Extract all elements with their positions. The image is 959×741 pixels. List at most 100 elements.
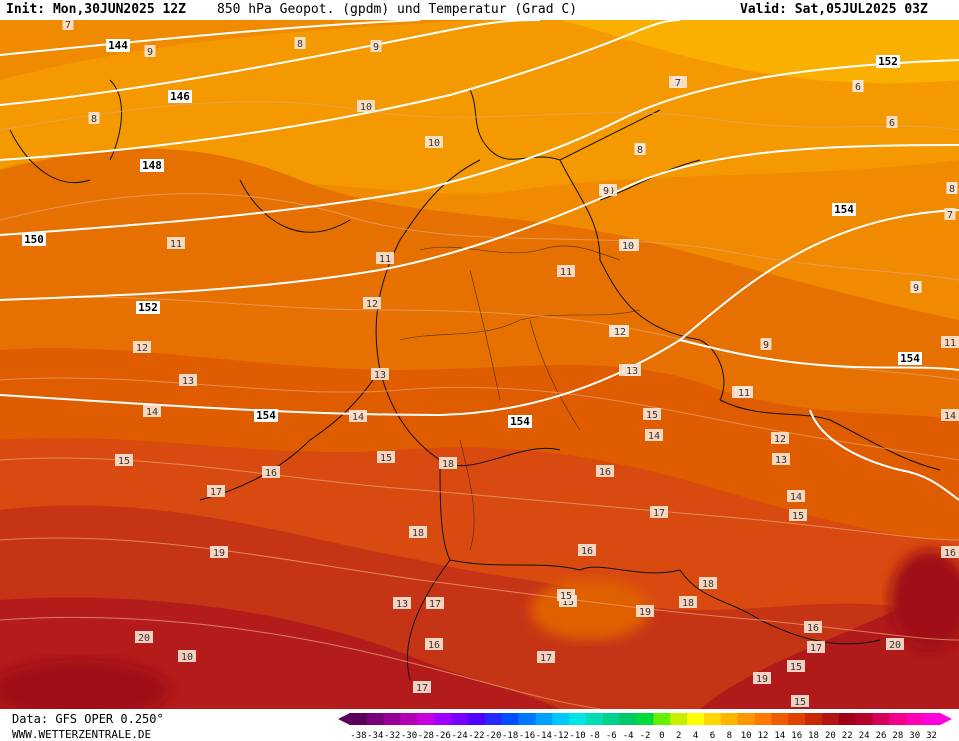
temp-label: 10 [178, 650, 196, 663]
svg-text:11: 11 [738, 388, 750, 399]
colorbar-arrow-right [940, 713, 952, 725]
svg-text:8: 8 [949, 184, 955, 195]
geo-label: 154 [254, 409, 278, 422]
valid-time: Valid: Sat,05JUL2025 03Z [740, 2, 928, 17]
temp-label: 17 [537, 651, 555, 664]
svg-text:6: 6 [889, 118, 895, 129]
svg-text:14: 14 [944, 411, 956, 422]
geo-label: 148 [140, 159, 164, 172]
colorbar-swatch [434, 713, 452, 725]
svg-text:154: 154 [256, 409, 276, 422]
svg-text:144: 144 [108, 39, 128, 52]
colorbar-swatch [889, 713, 907, 725]
colorbar-swatch [670, 713, 688, 725]
svg-text:15: 15 [646, 410, 658, 421]
weather-map: 144 146 148 150 152 154 152 154 154 154 … [0, 20, 959, 709]
colorbar-tick-label: 26 [876, 731, 887, 741]
svg-text:15: 15 [562, 597, 574, 608]
colorbar-swatch [518, 713, 536, 725]
temp-label: 7 [944, 208, 956, 221]
svg-text:16: 16 [944, 548, 956, 559]
colorbar-swatch [906, 713, 924, 725]
colorbar-swatch [451, 713, 469, 725]
colorbar-tick-label: -16 [519, 731, 535, 741]
colorbar-swatch [552, 713, 570, 725]
colorbar-tick-label: -38 [350, 731, 366, 741]
temp-label: 6 [852, 80, 864, 93]
colorbar-tick-label: -34 [367, 731, 383, 741]
svg-text:16: 16 [265, 468, 277, 479]
colorbar-swatch [822, 713, 840, 725]
region-borders [399, 245, 641, 551]
svg-text:9: 9 [763, 340, 769, 351]
colorbar-swatch [417, 713, 435, 725]
map-title: 850 hPa Geopot. (gpdm) und Temperatur (G… [217, 2, 578, 17]
temp-label: 14 [941, 409, 959, 422]
svg-text:152: 152 [138, 301, 158, 314]
colorbar-tick-label: -20 [485, 731, 501, 741]
colorbar-tick-label: 6 [710, 731, 715, 741]
temp-label: 12 [771, 432, 789, 445]
svg-text:17: 17 [210, 487, 222, 498]
temp-label: 17 [426, 597, 444, 610]
svg-text:12: 12 [366, 299, 378, 310]
temp-label: 13 [772, 453, 790, 466]
svg-text:11: 11 [944, 338, 956, 349]
colorbar-tick-label: -10 [569, 731, 585, 741]
colorbar-swatch [653, 713, 671, 725]
temp-label: 8 [294, 37, 306, 50]
svg-text:14: 14 [790, 492, 802, 503]
colorbar-swatch [535, 713, 553, 725]
colorbar-swatch [484, 713, 503, 725]
svg-text:19: 19 [213, 548, 225, 559]
svg-text:16: 16 [599, 467, 611, 478]
temp-label: 9 [144, 45, 156, 58]
colorbar-tick-label: 24 [859, 731, 870, 741]
colorbar-swatch [586, 713, 604, 725]
temp-label: 14 [349, 410, 367, 423]
svg-text:10: 10 [181, 652, 193, 663]
colorbar-swatch [636, 713, 654, 725]
svg-text:10: 10 [428, 138, 440, 149]
temp-label: 10 [357, 100, 375, 113]
colorbar-swatch [872, 713, 890, 725]
svg-text:150: 150 [24, 233, 44, 246]
svg-text:14: 14 [352, 412, 364, 423]
colorbar-swatch [687, 713, 705, 725]
temp-label: 15 [789, 509, 807, 522]
svg-text:18: 18 [442, 459, 454, 470]
colorbar-tick-label: 8 [727, 731, 732, 741]
colorbar-tick-label: -4 [623, 731, 634, 741]
colorbar-tick-label: -22 [468, 731, 484, 741]
temp-label: 13 [623, 364, 641, 377]
colorbar-swatch [704, 713, 722, 725]
colorbar-swatch [788, 713, 806, 725]
svg-text:17: 17 [416, 683, 428, 694]
temp-label: 16 [596, 465, 614, 478]
temp-label: 16 [262, 466, 280, 479]
temp-label: 11 [941, 336, 959, 349]
temp-label: 15 [377, 451, 395, 464]
colorbar-tick-label: -30 [401, 731, 417, 741]
svg-text:10: 10 [360, 102, 372, 113]
svg-text:6: 6 [855, 82, 861, 93]
colorbar-tick-label: 20 [825, 731, 836, 741]
svg-text:13: 13 [626, 366, 638, 377]
temp-label: 17 [413, 681, 431, 694]
geopotential-isohypses [0, 20, 959, 501]
colorbar-swatch [855, 713, 874, 725]
svg-text:17: 17 [429, 599, 441, 610]
svg-text:18: 18 [682, 598, 694, 609]
colorbar-swatch [805, 713, 823, 725]
svg-text:8: 8 [637, 145, 643, 156]
colorbar-swatch [754, 713, 772, 725]
colorbar-tick-label: -6 [606, 731, 617, 741]
temp-label: 11 [557, 265, 575, 278]
temp-label: 12 [363, 297, 381, 310]
colorbar-tick-label: 28 [892, 731, 903, 741]
colorbar-swatch [501, 713, 520, 725]
temp-label: 12 [611, 325, 629, 338]
svg-text:18: 18 [412, 528, 424, 539]
colorbar-tick-label: -2 [640, 731, 651, 741]
svg-text:17: 17 [810, 643, 822, 654]
